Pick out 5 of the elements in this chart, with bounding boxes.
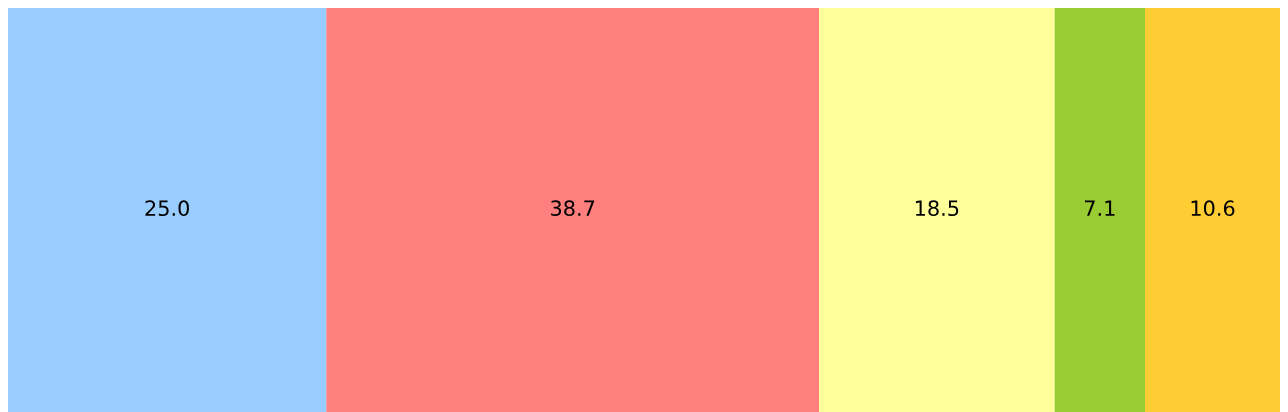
data-label: 10.6 xyxy=(1191,200,1235,217)
data-label: 7.1 xyxy=(1084,200,1115,216)
data-label: 18.5 xyxy=(915,200,959,217)
data-label: 25.0 xyxy=(145,200,189,217)
data-label: 38.7 xyxy=(551,200,595,217)
